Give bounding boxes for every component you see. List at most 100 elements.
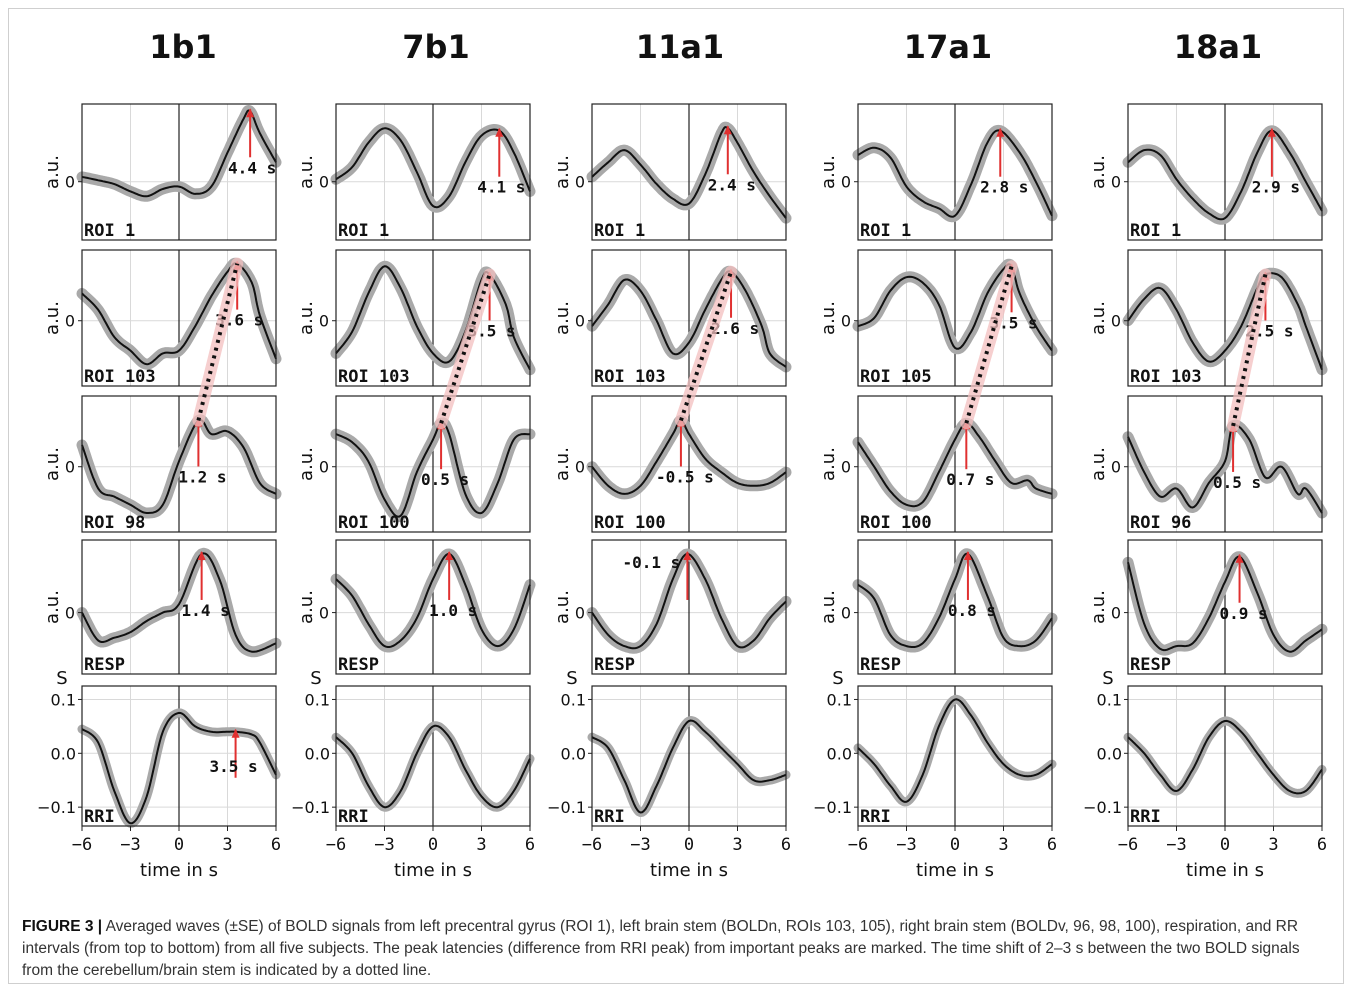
x-tick-label: 0 [684,835,694,855]
y-axis-label: a.u. [818,590,839,624]
peak-latency-label: 4.1 s [477,178,525,197]
signal-label: ROI 100 [338,513,410,533]
peak-arrowhead [445,550,454,560]
y-tick-label: 0 [65,312,75,331]
y-tick-label: 0 [1111,312,1121,331]
x-tick-label: −6 [582,835,602,855]
y-axis-unit-label: S [56,668,67,689]
subplot-11a1-rri: RRI 0.1 0.0 −0.1 S −6 −3 0 3 6 time in s [547,668,791,881]
y-tick-label: 0 [575,458,585,477]
x-tick-label: −6 [1118,835,1138,855]
x-axis-label: time in s [394,860,472,881]
peak-latency-label: 2.6 s [711,319,759,338]
x-tick-label: 3 [476,835,486,855]
y-axis-label: a.u. [818,301,839,335]
subplot-frame [81,539,277,675]
peak-latency-label: 0.7 s [946,470,994,489]
signal-label: RESP [860,655,901,675]
x-tick-label: 6 [1047,835,1057,855]
signal-label: ROI 1 [1130,221,1181,241]
peak-arrowhead [1235,553,1244,563]
subplot-frame [1127,395,1323,533]
subplot-11a1-resp: -0.1 s RESP 0a.u. [552,539,792,675]
peak-arrowhead [683,550,692,560]
signal-label: ROI 105 [860,367,932,387]
subplot-17a1-roi-1: 2.8 s ROI 1 0a.u. [818,103,1058,241]
x-tick-label: −6 [72,835,92,855]
y-tick-label: 0 [65,458,75,477]
subplot-frame [857,249,1053,387]
signal-label: ROI 1 [84,221,135,241]
signal-label: RESP [84,655,125,675]
x-tick-label: 0 [174,835,184,855]
peak-arrowhead [1267,127,1276,137]
x-tick-label: 3 [222,835,232,855]
mean-line [1127,129,1323,221]
mean-line [335,265,531,371]
peak-arrowhead [197,550,206,560]
y-tick-label: −0.1 [1083,798,1122,817]
y-tick-label: 0.0 [51,744,76,763]
mean-line [335,724,531,809]
x-tick-label: 0 [950,835,960,855]
y-tick-label: 0 [1111,458,1121,477]
peak-latency-label: 2.9 s [1252,178,1300,197]
peak-latency-label: 0.8 s [948,601,996,620]
column-title-1b1: 1b1 [149,28,216,66]
y-tick-label: 0.1 [561,690,586,709]
mean-line [81,262,277,366]
y-axis-label: a.u. [818,155,839,189]
y-axis-label: a.u. [552,590,573,624]
y-axis-label: a.u. [818,447,839,481]
y-tick-label: 0.1 [827,690,852,709]
shift-band [435,268,496,430]
x-axis-label: time in s [140,860,218,881]
y-tick-label: 0 [319,173,329,192]
y-tick-label: 0 [575,173,585,192]
signal-label: RRI [860,807,891,827]
peak-arrowhead [495,127,504,137]
mean-line [857,552,1053,648]
signal-label: ROI 1 [338,221,389,241]
signal-label: RESP [338,655,379,675]
mean-line [857,422,1053,508]
subplot-frame [857,395,1053,533]
signal-label: ROI 1 [860,221,911,241]
mean-line [335,553,531,648]
subplot-frame [81,395,277,533]
subplot-18a1-roi-1: 2.9 s ROI 1 0a.u. [1088,103,1328,241]
caption-separator: | [97,918,103,935]
shift-dotted-line [439,273,492,424]
mean-line [1127,555,1323,653]
y-tick-label: 0.1 [305,690,330,709]
subplot-7b1-resp: 1.0 s RESP 0a.u. [296,539,536,675]
shift-dotted-line [964,265,1014,424]
signal-label: ROI 103 [84,367,156,387]
y-axis-unit-label: S [310,668,321,689]
x-axis-label: time in s [1186,860,1264,881]
column-title-7b1: 7b1 [402,28,469,66]
subplot-11a1-roi-103: 2.6 s ROI 103 0a.u. [552,249,792,387]
subplot-1b1-roi-98: 1.2 s ROI 98 0a.u. [42,395,282,533]
subplot-7b1-roi-103: 3.5 s ROI 103 0a.u. [296,249,536,387]
subplot-frame [335,539,531,675]
peak-latency-label: 0.5 s [1213,473,1261,492]
y-axis-label: a.u. [42,590,63,624]
y-axis-label: a.u. [42,447,63,481]
caption-label: FIGURE 3 [22,918,94,935]
mean-line [591,270,787,368]
subplot-frame [335,249,531,387]
y-axis-label: a.u. [552,155,573,189]
x-tick-label: −3 [1166,835,1186,855]
mean-line [1127,719,1323,795]
subplot-7b1-roi-1: 4.1 s ROI 1 0a.u. [296,103,536,241]
subplot-11a1-roi-100: -0.5 s ROI 100 0a.u. [552,395,792,533]
y-axis-label: a.u. [42,301,63,335]
signal-label: ROI 103 [1130,367,1202,387]
x-tick-label: 3 [1268,835,1278,855]
y-tick-label: 0 [319,458,329,477]
y-axis-label: a.u. [552,301,573,335]
x-tick-label: 3 [998,835,1008,855]
x-tick-label: 6 [525,835,535,855]
